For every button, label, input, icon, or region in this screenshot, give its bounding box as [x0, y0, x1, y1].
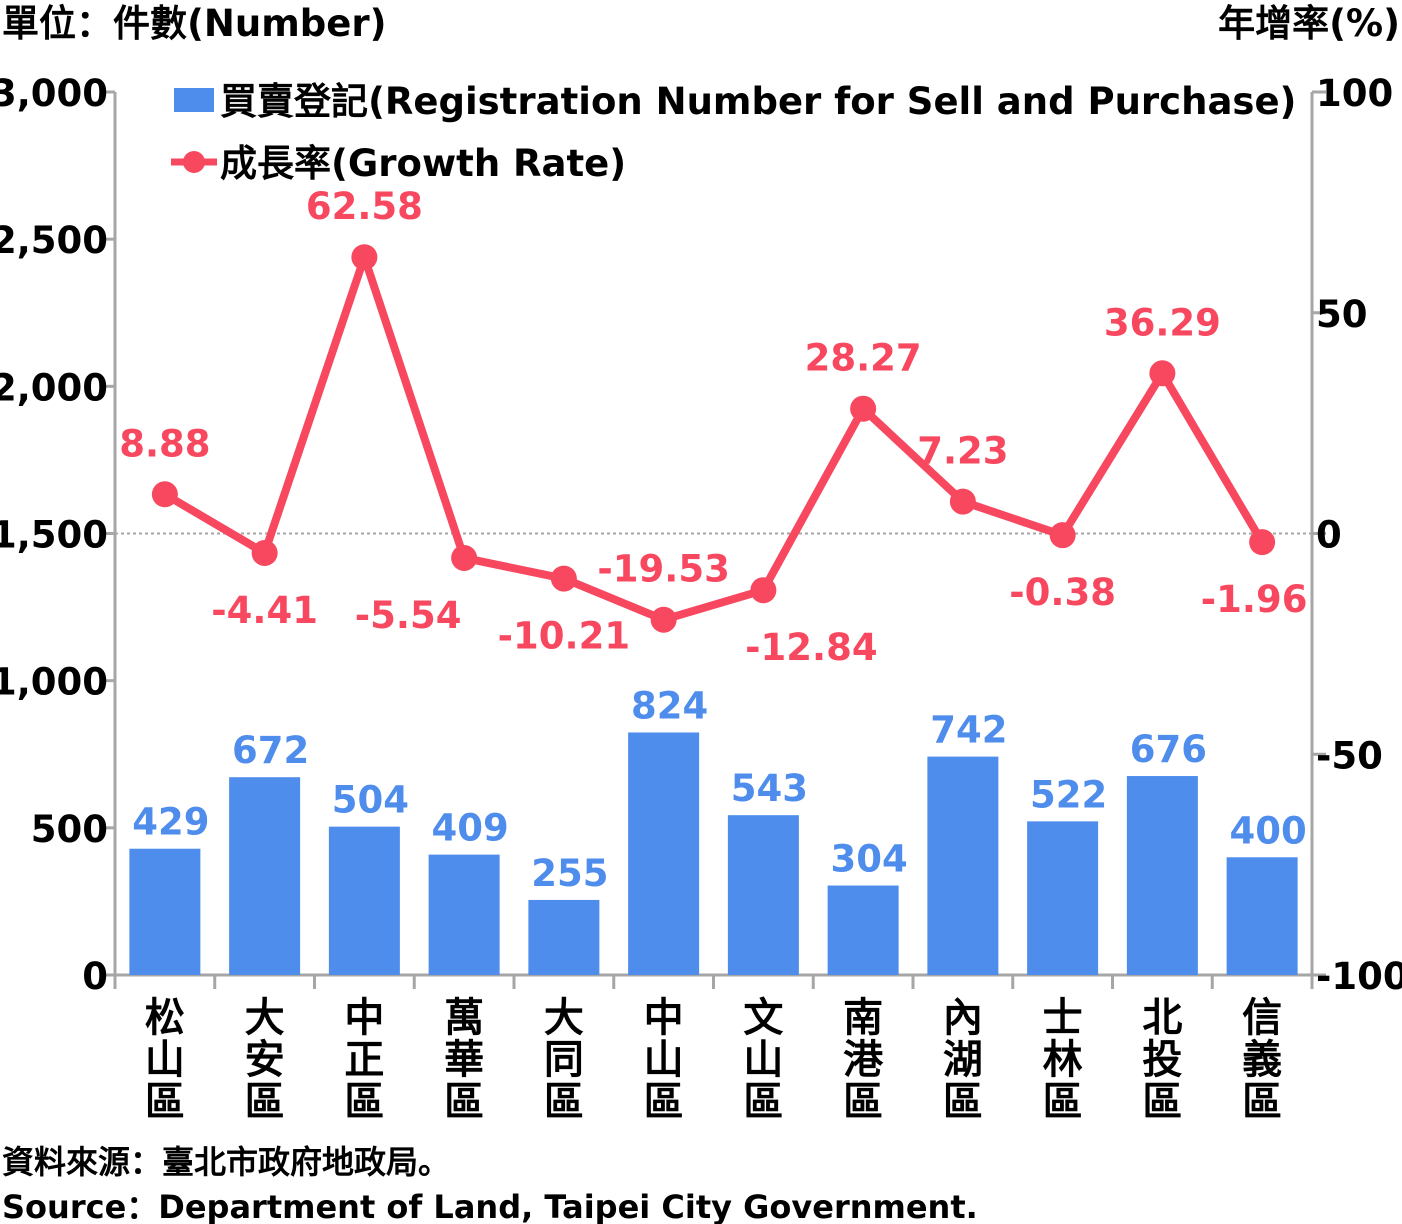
category-label: 信義區 [1242, 995, 1282, 1125]
bar-label: 409 [432, 807, 509, 850]
left-tick-label: 2,500 [0, 219, 108, 262]
category-label: 北投區 [1142, 995, 1182, 1125]
growth-rate-label: -10.21 [498, 615, 630, 658]
growth-rate-point [451, 544, 478, 571]
source-zh: 資料來源：臺北市政府地政局。 [2, 1143, 450, 1181]
legend-bar-swatch [174, 88, 214, 112]
legend-bar-label: 買賣登記(Registration Number for Sell and Pu… [220, 80, 1296, 123]
bar-label: 429 [132, 801, 209, 844]
bar [229, 777, 301, 975]
legend-line-label: 成長率(Growth Rate) [220, 142, 626, 185]
bar-label: 742 [930, 709, 1007, 752]
bar-series [129, 732, 1298, 975]
growth-rate-point [351, 244, 378, 271]
growth-rate-label: 36.29 [1104, 301, 1221, 344]
right-tick-label: 100 [1316, 72, 1393, 115]
bar [1226, 857, 1298, 975]
bar-label: 304 [831, 838, 908, 881]
right-tick-label: 50 [1316, 293, 1368, 336]
bar-label: 543 [731, 767, 808, 810]
growth-rate-point [850, 395, 877, 422]
left-axis-unit: 單位：件數(Number) [2, 2, 387, 45]
left-tick-label: 2,000 [0, 366, 108, 409]
bar-label: 824 [631, 684, 708, 727]
growth-rate-label: -0.38 [1009, 571, 1116, 614]
bar [428, 854, 500, 975]
category-label: 大安區 [245, 995, 285, 1125]
legend-line-marker [183, 151, 205, 173]
right-tick-label: 0 [1316, 514, 1342, 557]
growth-rate-point [650, 606, 677, 633]
bar-label: 255 [531, 852, 608, 895]
right-axis-ticks: -100 -50 0 50 100 [1312, 72, 1402, 998]
legend: 買賣登記(Registration Number for Sell and Pu… [171, 80, 1296, 185]
bar [528, 899, 600, 975]
growth-rate-point [750, 577, 777, 604]
category-labels: 松山區 大安區 中正區 萬華區 大同區 中山區 文山區 南港區 內湖區 士林區 北投區 信義區 [113, 975, 1314, 1125]
category-label: 中山區 [644, 995, 684, 1125]
category-label: 南港區 [843, 995, 884, 1125]
bar-label: 672 [232, 729, 309, 772]
growth-rate-label: 8.88 [119, 422, 210, 465]
bar [727, 815, 799, 975]
category-label: 大同區 [544, 995, 584, 1125]
right-tick-label: -100 [1316, 955, 1402, 998]
line-series [151, 244, 1276, 633]
growth-rate-label: -4.41 [211, 589, 318, 632]
line-data-labels: 8.88 -4.41 62.58 -5.54 -10.21 -19.53 -12.84 28.… [119, 185, 1307, 669]
bar [628, 732, 700, 975]
growth-rate-point [251, 539, 278, 566]
growth-rate-label: 62.58 [306, 185, 423, 228]
growth-rate-point [1249, 529, 1276, 556]
category-label: 文山區 [743, 995, 783, 1125]
growth-rate-label: -19.53 [597, 548, 729, 591]
bar-label: 504 [332, 779, 409, 822]
bar-data-labels: 429 672 504 409 255 824 543 304 742 522 676 400 [132, 684, 1306, 894]
left-tick-label: 1,500 [0, 514, 108, 557]
left-tick-label: 500 [31, 808, 108, 851]
category-label: 內湖區 [943, 995, 983, 1125]
category-label: 士林區 [1043, 995, 1083, 1125]
category-label: 萬華區 [444, 995, 484, 1125]
bar-label: 522 [1030, 773, 1107, 816]
bar [129, 848, 201, 975]
growth-rate-label: -1.96 [1201, 578, 1308, 621]
bar-label: 400 [1230, 809, 1307, 852]
category-label: 中正區 [344, 995, 384, 1125]
growth-rate-label: -12.84 [745, 626, 877, 669]
bar [328, 826, 400, 975]
right-tick-label: -50 [1316, 734, 1383, 777]
growth-rate-label: 7.23 [917, 430, 1008, 473]
right-axis-unit: 年增率(%) [1218, 2, 1400, 45]
bar [1126, 776, 1198, 975]
left-tick-label: 0 [82, 955, 108, 998]
growth-rate-line [162, 253, 1266, 624]
source-en: Source：Department of Land, Taipei City G… [2, 1188, 978, 1224]
bar [927, 756, 999, 975]
growth-rate-label: -5.54 [355, 594, 462, 637]
left-tick-label: 1,000 [0, 661, 108, 704]
growth-rate-point [1049, 522, 1076, 549]
left-tick-label: 3,000 [0, 72, 108, 115]
bar [827, 885, 899, 975]
bar-label: 676 [1130, 728, 1207, 771]
growth-rate-point [550, 565, 577, 592]
left-axis-ticks: 0 500 1,000 1,500 2,000 2,500 3,000 [0, 72, 115, 998]
growth-rate-point [151, 481, 178, 508]
growth-rate-label: 28.27 [805, 337, 922, 380]
growth-rate-point [949, 488, 976, 515]
category-label: 松山區 [145, 995, 185, 1125]
growth-rate-point [1149, 360, 1176, 387]
bar [1027, 821, 1099, 975]
